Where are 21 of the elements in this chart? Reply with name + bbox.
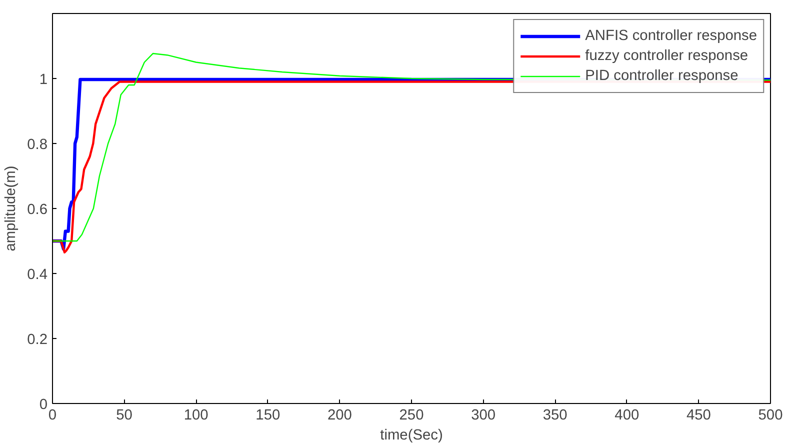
x-tick-label: 500 xyxy=(758,408,783,424)
y-tick-label: 0.4 xyxy=(27,267,48,283)
legend-label: PID controller response xyxy=(585,68,738,84)
x-tick-label: 450 xyxy=(686,408,711,424)
legend-label: fuzzy controller response xyxy=(585,48,748,64)
y-tick-label: 0.8 xyxy=(27,137,48,153)
x-tick-label: 300 xyxy=(471,408,496,424)
y-tick-label: 0.2 xyxy=(27,332,48,348)
x-tick-label: 100 xyxy=(184,408,208,424)
y-axis-title: amplitude(m) xyxy=(3,166,20,252)
x-tick-label: 50 xyxy=(116,408,132,424)
x-tick-label: 200 xyxy=(327,408,352,424)
x-tick-label: 150 xyxy=(256,408,280,424)
legend-label: ANFIS controller response xyxy=(585,28,757,44)
y-tick-label: 1 xyxy=(39,72,48,88)
x-tick-label: 400 xyxy=(614,408,640,424)
y-tick-label: 0 xyxy=(39,397,48,413)
x-tick-label: 350 xyxy=(542,408,568,424)
y-tick-label: 0.6 xyxy=(27,202,48,218)
x-tick-label: 250 xyxy=(399,408,424,424)
x-axis-title: time(Sec) xyxy=(380,428,443,444)
